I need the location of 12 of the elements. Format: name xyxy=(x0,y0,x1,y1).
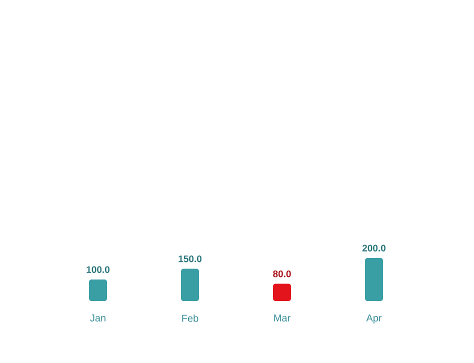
bar xyxy=(89,279,108,301)
data-label: 150.0 xyxy=(178,255,202,262)
x-tick-label: Jan xyxy=(90,314,106,322)
x-tick-label: Apr xyxy=(366,314,382,324)
bar xyxy=(181,268,199,301)
bar xyxy=(365,258,383,301)
x-tick-label: Mar xyxy=(274,314,290,322)
data-label: 200.0 xyxy=(362,244,386,252)
data-label: 100.0 xyxy=(86,266,110,273)
data-label: 80.0 xyxy=(273,270,291,278)
x-tick-label: Feb xyxy=(182,314,198,322)
bar xyxy=(273,284,292,301)
